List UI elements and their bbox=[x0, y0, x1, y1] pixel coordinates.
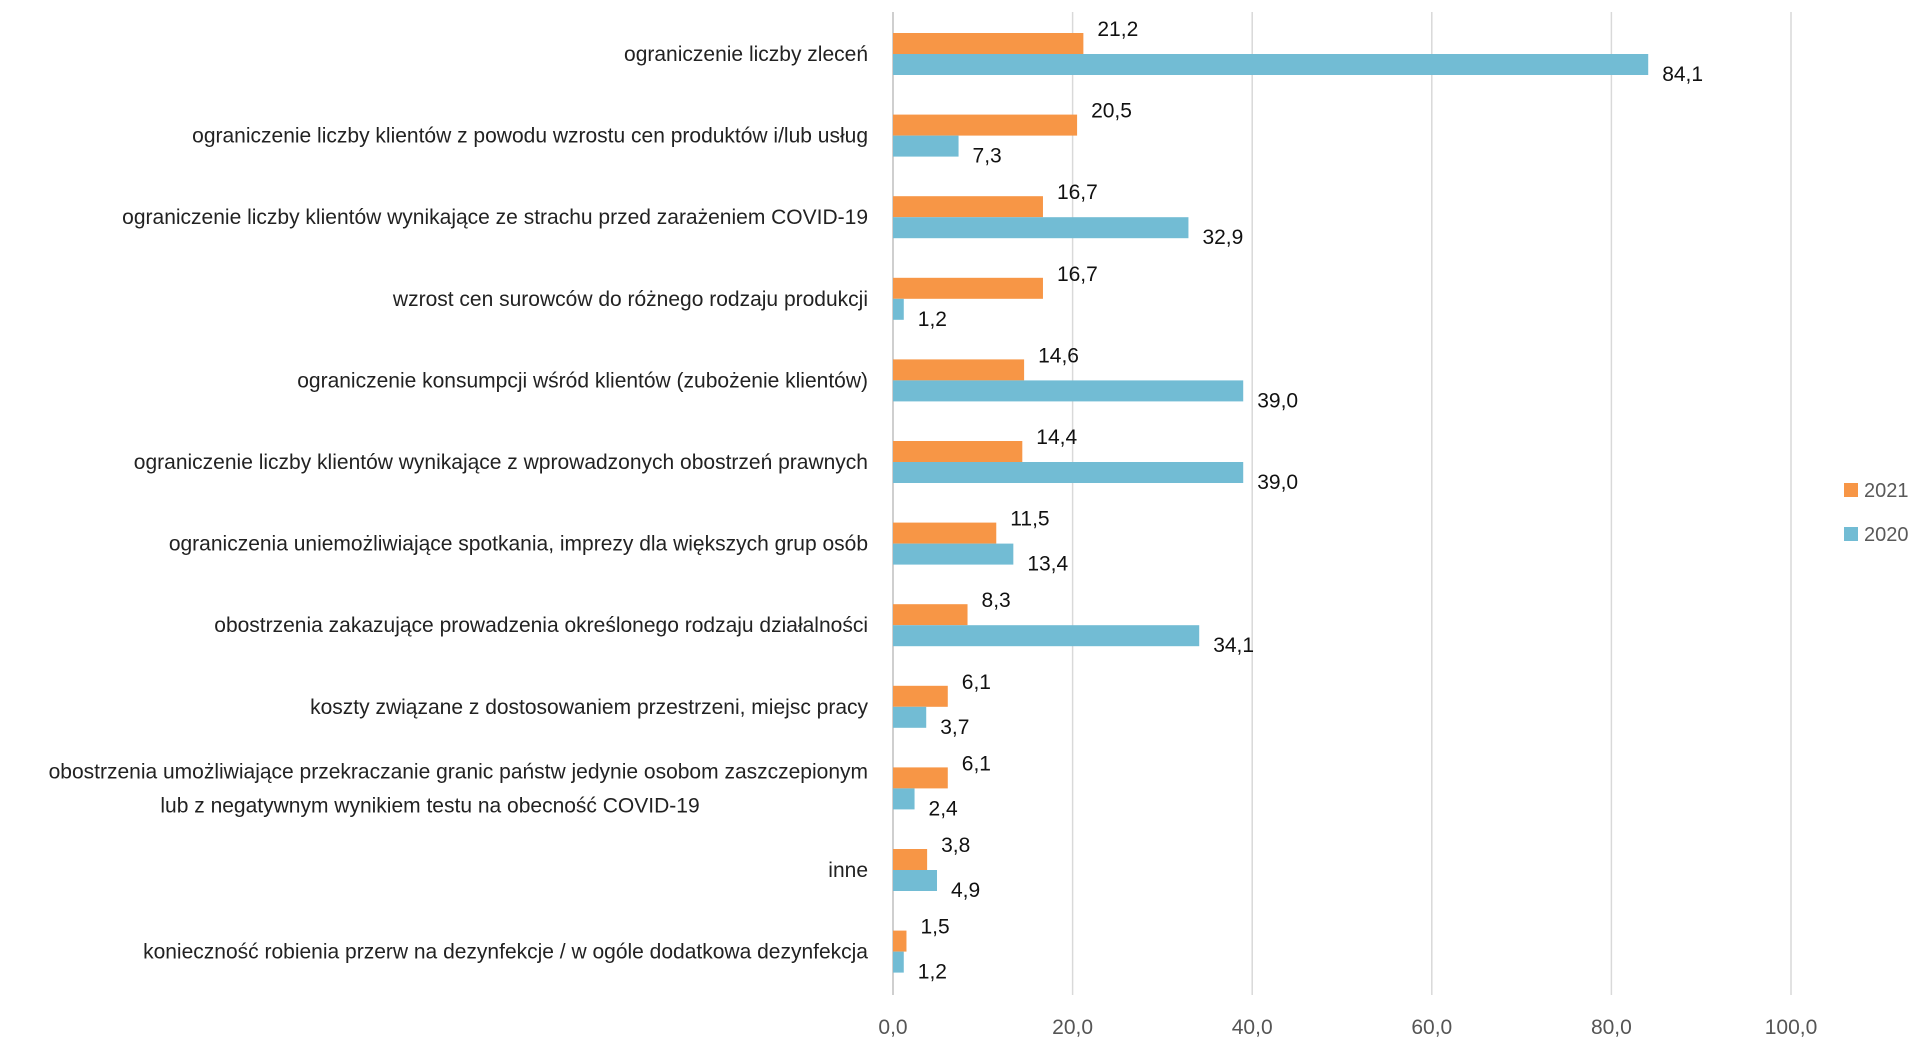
data-label-2020: 2,4 bbox=[929, 797, 959, 820]
category-label: ograniczenie liczby klientów wynikające … bbox=[122, 206, 868, 229]
category-labels: ograniczenie liczby zleceń ograniczenie l… bbox=[49, 43, 869, 964]
data-label-2020: 7,3 bbox=[973, 145, 1002, 168]
legend: 2021 2020 bbox=[1844, 480, 1909, 546]
bar-2021 bbox=[893, 930, 907, 952]
bar-2021 bbox=[893, 114, 1078, 136]
category-label: inne bbox=[828, 859, 868, 882]
category-label: obostrzenia zakazujące prowadzenia okreś… bbox=[214, 614, 868, 637]
bar-2021 bbox=[893, 522, 997, 544]
x-tick-label: 80,0 bbox=[1591, 1016, 1632, 1039]
category-label: obostrzenia umożliwiające przekraczanie … bbox=[49, 760, 868, 783]
data-label-2020: 4,9 bbox=[951, 879, 980, 902]
data-label-2021: 8,3 bbox=[982, 589, 1011, 612]
bar-2020 bbox=[893, 380, 1244, 402]
data-label-2020: 3,7 bbox=[940, 716, 969, 739]
bar-2020 bbox=[893, 951, 904, 973]
gridlines bbox=[892, 12, 1792, 995]
legend-label-2021: 2021 bbox=[1864, 480, 1909, 502]
bar-2020 bbox=[893, 217, 1189, 239]
data-label-2021: 21,2 bbox=[1097, 18, 1138, 41]
bar-2021 bbox=[893, 359, 1025, 381]
bar-2021 bbox=[893, 849, 928, 870]
category-label: koszty związane z dostosowaniem przestrz… bbox=[310, 696, 868, 719]
bar-2020 bbox=[893, 543, 1014, 565]
data-label-2021: 3,8 bbox=[941, 834, 970, 857]
data-label-2021: 14,4 bbox=[1036, 426, 1077, 449]
bar-2020 bbox=[893, 462, 1244, 483]
category-label: lub z negatywnym wynikiem testu na obecn… bbox=[160, 794, 699, 817]
x-tick-label: 20,0 bbox=[1052, 1016, 1093, 1039]
bar-2021 bbox=[893, 33, 1084, 54]
data-label-2021: 16,7 bbox=[1057, 263, 1098, 286]
legend-label-2020: 2020 bbox=[1864, 524, 1909, 546]
data-label-2021: 6,1 bbox=[962, 671, 991, 694]
data-label-2021: 14,6 bbox=[1038, 344, 1079, 367]
bar-2021 bbox=[893, 441, 1023, 462]
legend-swatch-2021 bbox=[1844, 483, 1858, 497]
data-label-2021: 11,5 bbox=[1010, 508, 1049, 531]
bar-2020 bbox=[893, 706, 927, 728]
bar-2021 bbox=[893, 277, 1043, 299]
bar-2020 bbox=[893, 625, 1200, 647]
bar-2021 bbox=[893, 604, 968, 626]
x-tick-label: 40,0 bbox=[1232, 1016, 1273, 1039]
bar-2021 bbox=[893, 767, 948, 789]
data-label-2021: 20,5 bbox=[1091, 100, 1132, 123]
data-label-2020: 39,0 bbox=[1257, 389, 1298, 412]
data-label-2020: 32,9 bbox=[1202, 226, 1243, 249]
category-label: ograniczenia uniemożliwiające spotkania,… bbox=[169, 533, 868, 556]
x-tick-label: 60,0 bbox=[1411, 1016, 1452, 1039]
x-tick-labels: 0,0 20,0 40,0 60,0 80,0 100,0 bbox=[878, 1016, 1817, 1039]
bar-2021 bbox=[893, 196, 1043, 218]
bar-2020 bbox=[893, 788, 915, 810]
data-label-2020: 84,1 bbox=[1662, 63, 1703, 86]
data-label-2020: 13,4 bbox=[1027, 553, 1068, 576]
bar-2020 bbox=[893, 298, 904, 320]
data-label-2021: 6,1 bbox=[962, 752, 991, 775]
bar-2020 bbox=[893, 135, 959, 157]
category-label: konieczność robienia przerw na dezynfekc… bbox=[143, 941, 868, 964]
bar-2020 bbox=[893, 54, 1649, 75]
bar-2021 bbox=[893, 685, 948, 707]
bars: 21,2 84,1 20,5 7,3 16,7 32,9 16,7 1,2 14,6 39,0 14… bbox=[893, 18, 1703, 984]
x-tick-label: 0,0 bbox=[878, 1016, 907, 1039]
data-label-2021: 1,5 bbox=[920, 916, 949, 939]
data-label-2020: 39,0 bbox=[1257, 471, 1298, 494]
data-label-2020: 1,2 bbox=[918, 961, 947, 984]
category-label: wzrost cen surowców do różnego rodzaju p… bbox=[392, 288, 868, 311]
category-label: ograniczenie liczby klientów z powodu wz… bbox=[192, 125, 868, 148]
category-label: ograniczenie liczby klientów wynikające … bbox=[134, 451, 868, 474]
category-label: ograniczenie liczby zleceń bbox=[624, 43, 868, 66]
data-label-2020: 1,2 bbox=[918, 308, 947, 331]
x-tick-label: 100,0 bbox=[1765, 1016, 1818, 1039]
category-label: ograniczenie konsumpcji wśród klientów (… bbox=[297, 369, 868, 392]
bar-2020 bbox=[893, 870, 938, 891]
data-label-2020: 34,1 bbox=[1213, 634, 1254, 657]
legend-swatch-2020 bbox=[1844, 527, 1858, 541]
data-label-2021: 16,7 bbox=[1057, 181, 1098, 204]
